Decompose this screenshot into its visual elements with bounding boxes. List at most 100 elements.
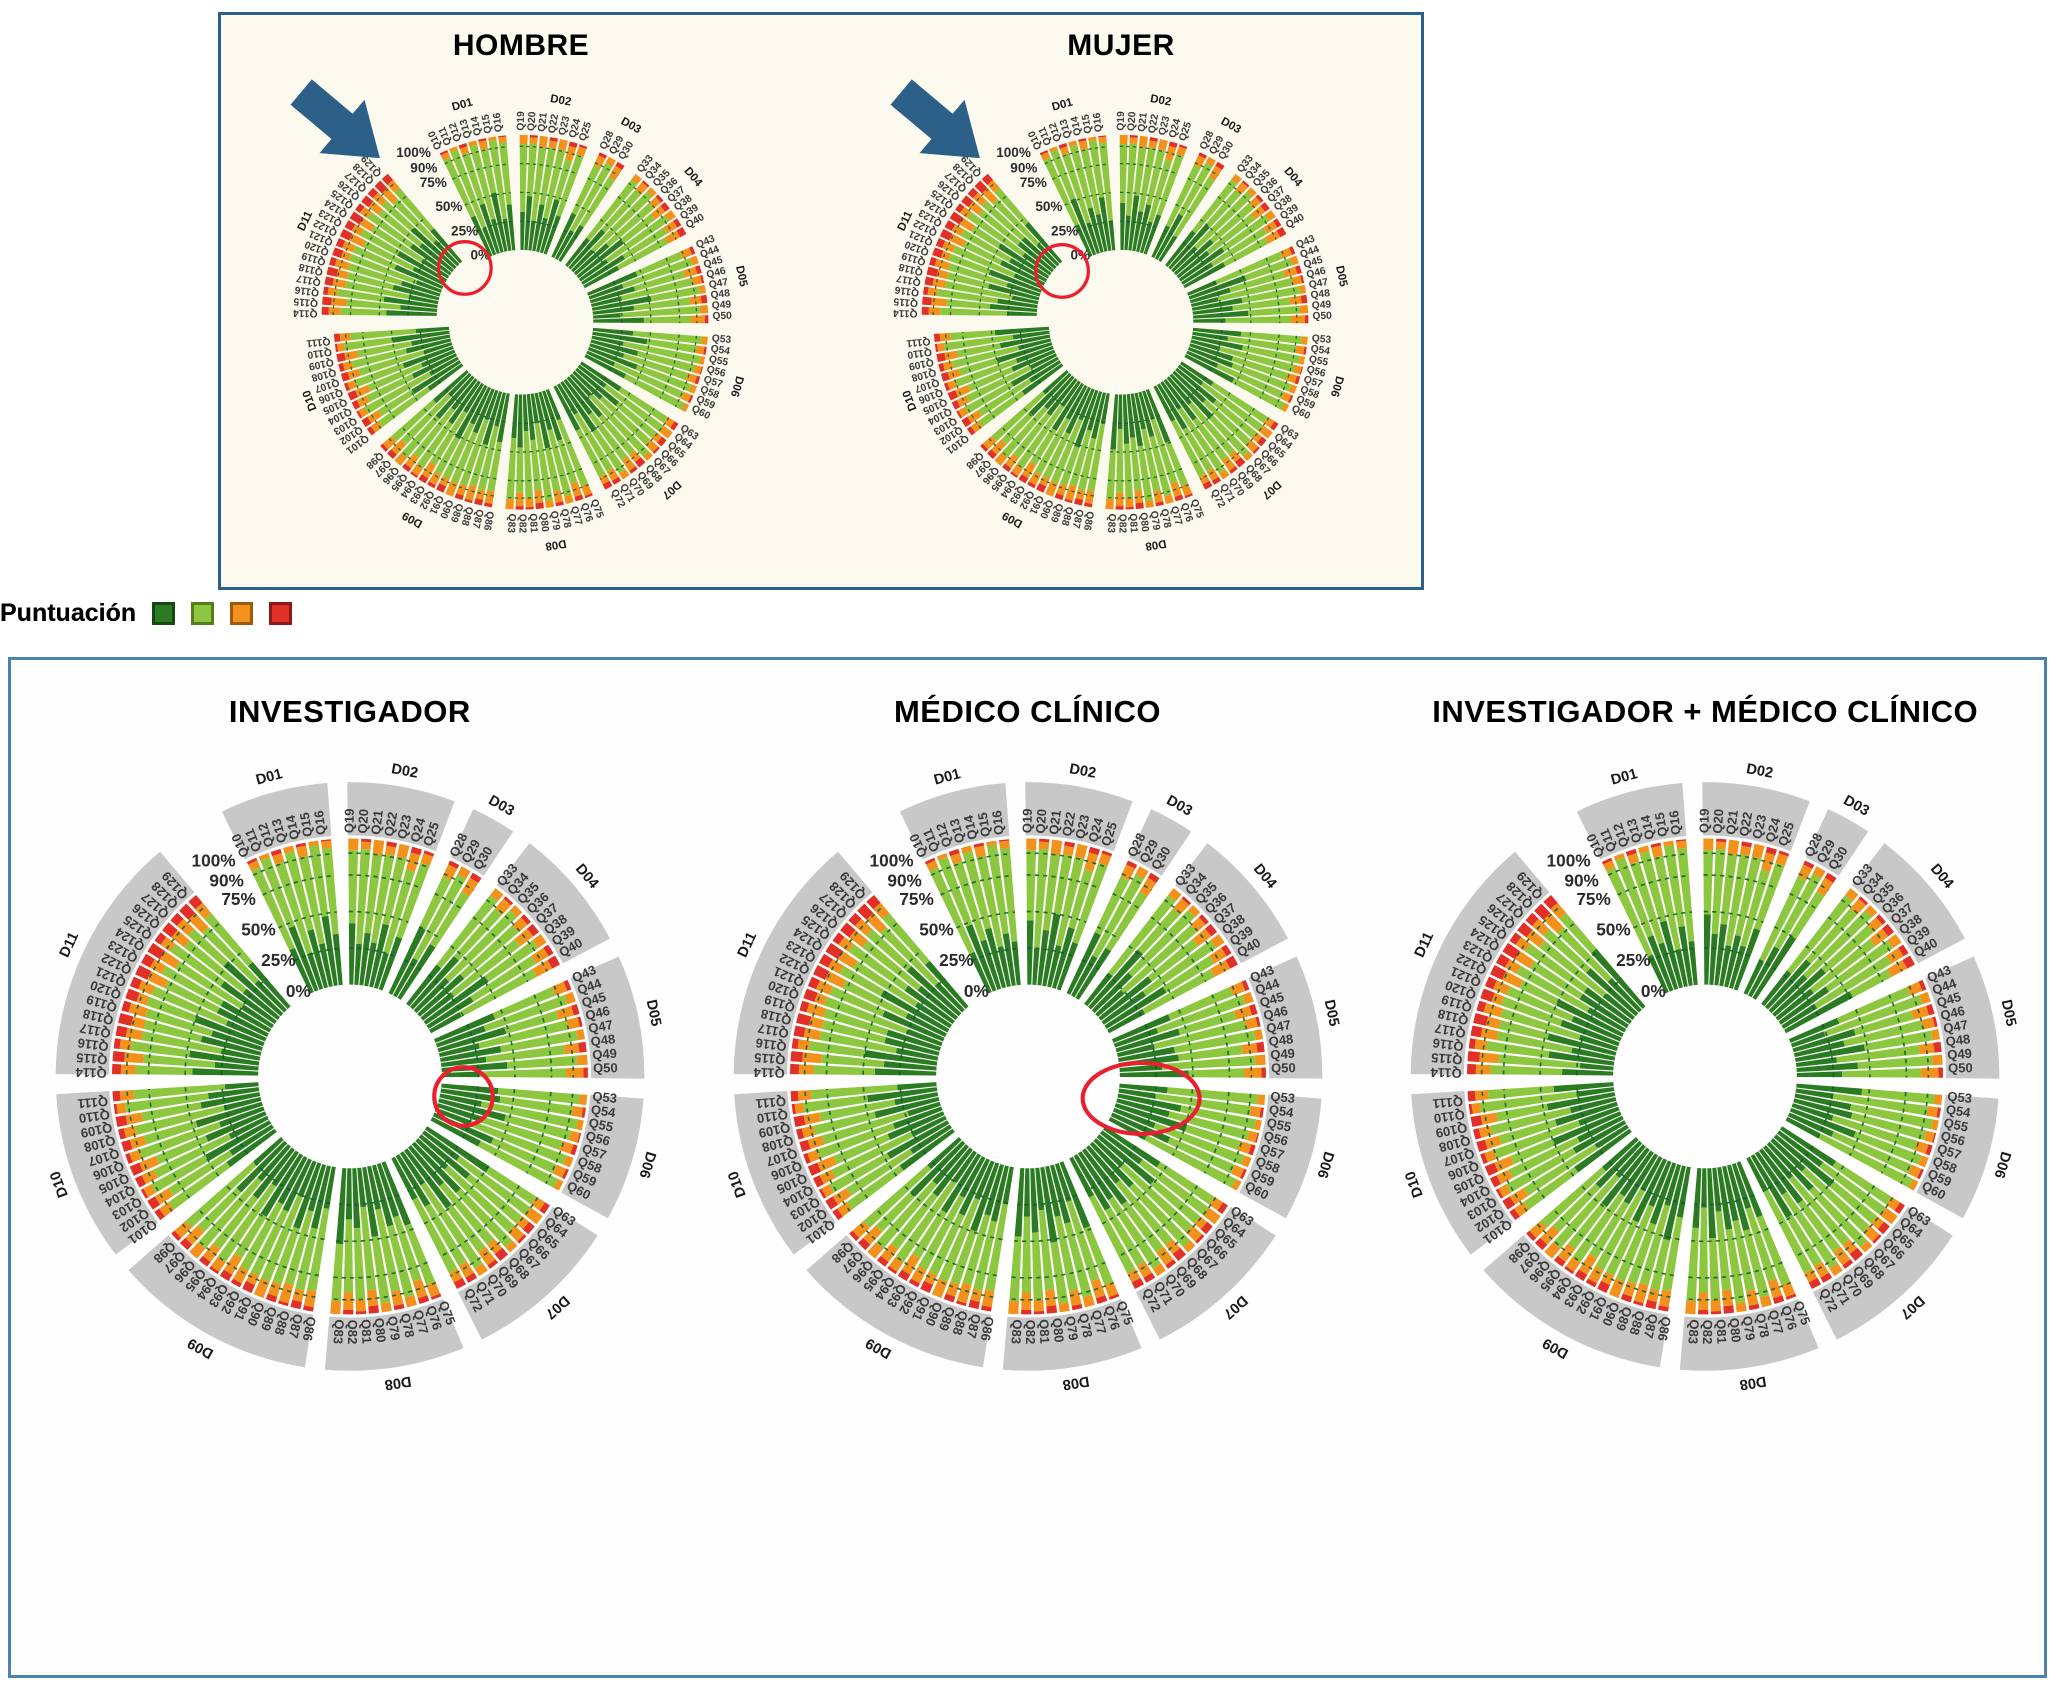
question-label: Q22 <box>1736 811 1755 838</box>
domain-sector-D10: Q101Q102Q103Q104Q105Q106Q107Q108Q109Q110… <box>725 1082 955 1255</box>
question-label: Q111 <box>1432 1094 1464 1112</box>
domain-label: D07 <box>1219 1292 1250 1322</box>
chart-title-investigador-medico: INVESTIGADOR + MÉDICO CLÍNICO <box>1432 694 1979 729</box>
scale-tick-label: 90% <box>887 870 921 890</box>
question-label: Q88 <box>271 1309 292 1337</box>
question-label: Q77 <box>1088 1308 1109 1336</box>
scale-tick-label: 100% <box>396 145 431 160</box>
highlight-circle <box>436 240 493 296</box>
question-label: Q54 <box>1310 344 1331 358</box>
question-label: Q88 <box>949 1309 970 1337</box>
question-label: Q21 <box>368 809 386 835</box>
question-label: Q79 <box>1148 510 1162 531</box>
scale-tick-label: 75% <box>420 175 447 190</box>
question-label: Q12 <box>932 821 954 849</box>
radial-chart-hombre: Q10 Q11 Q12 Q13 Q14 Q15 Q16 D01 Q19 Q20 Q21 Q22 Q23 Q… <box>258 63 784 577</box>
question-label: Q48 <box>1267 1031 1293 1049</box>
scale-tick-label: 0% <box>963 981 988 1001</box>
domain-label: D08 <box>383 1373 412 1393</box>
scale-tick-label: 50% <box>1596 919 1630 939</box>
question-label: Q49 <box>711 299 731 311</box>
radial-chart-svg: Q10Q11Q12Q13Q14Q15Q16D01Q19Q20Q21Q22Q23Q… <box>725 761 1341 1393</box>
question-label: Q23 <box>1157 115 1172 137</box>
domain-label: D10 <box>725 1169 749 1200</box>
radial-chart-mujer: Q10 Q11 Q12 Q13 Q14 Q15 Q16 D01 Q19 Q20 Q21 Q22 Q23 Q… <box>858 63 1384 577</box>
legend-swatch-low <box>230 602 254 625</box>
question-label: Q47 <box>1308 277 1329 291</box>
question-label: Q116 <box>754 1035 787 1054</box>
question-label: Q86 <box>1655 1315 1674 1342</box>
question-label: Q13 <box>1058 118 1074 140</box>
domain-label: D05 <box>643 998 664 1028</box>
question-label: Q87 <box>1641 1312 1661 1339</box>
question-label: Q76 <box>423 1304 445 1332</box>
question-label: Q117 <box>756 1021 789 1042</box>
question-label: Q13 <box>946 817 967 845</box>
domain-label: D02 <box>390 761 419 781</box>
chart-title-mujer: MUJER <box>1067 29 1175 62</box>
scale-tick-label: 90% <box>1565 870 1599 890</box>
domain-label: D01 <box>932 766 962 788</box>
score-legend-right: Puntuación <box>0 599 293 628</box>
question-label: Q116 <box>894 284 920 298</box>
domain-label: D05 <box>733 265 749 289</box>
panel-sex-comparison: HOMBRE Q10 Q11 Q12 Q13 Q14 Q15 Q16 D01 Q19 Q20 Q21… <box>218 12 1424 590</box>
question-label: Q24 <box>407 815 429 844</box>
question-label: Q22 <box>1147 113 1161 134</box>
question-label: Q15 <box>480 113 494 134</box>
blue-arrow-icon <box>290 79 380 159</box>
question-label: Q114 <box>74 1065 106 1081</box>
domain-label: D11 <box>57 930 83 960</box>
question-label: Q115 <box>1431 1050 1463 1068</box>
question-label: Q19 <box>1019 808 1034 833</box>
question-label: Q116 <box>76 1035 109 1054</box>
question-label: Q53 <box>711 333 732 346</box>
domain-label: D11 <box>1412 930 1438 960</box>
question-label: Q20 <box>1710 808 1727 834</box>
question-label: Q16 <box>311 810 328 836</box>
domain-label: D03 <box>619 116 643 137</box>
question-label: Q82 <box>1022 1320 1037 1345</box>
question-label: Q53 <box>1269 1089 1295 1106</box>
chart-column-medico-clinico: MÉDICO CLÍNICO Q10 Q11 Q12 Q13 Q14 Q15 Q16 D01 Q… <box>689 660 1367 1675</box>
question-label: Q111 <box>77 1094 109 1112</box>
question-label: Q87 <box>963 1312 983 1339</box>
radial-chart-medico-clinico: Q10 Q11 Q12 Q13 Q14 Q15 Q16 D01 Q19 Q20 Q21 Q22 Q23 Q… <box>694 730 1362 1400</box>
question-label: Q13 <box>458 118 474 140</box>
question-label: Q23 <box>394 813 414 840</box>
question-label: Q114 <box>1430 1065 1462 1081</box>
domain-label: D06 <box>728 375 746 399</box>
question-label: Q110 <box>906 346 932 360</box>
question-label: Q50 <box>1270 1060 1295 1075</box>
domain-label: D01 <box>1609 766 1639 788</box>
chart-column-investigador-medico: INVESTIGADOR + MÉDICO CLÍNICO Q10 Q11 Q12 Q… <box>1366 660 2044 1675</box>
question-label: Q82 <box>1700 1320 1715 1345</box>
question-label: Q14 <box>282 813 302 841</box>
question-label: Q80 <box>1049 1317 1066 1343</box>
question-label: Q46 <box>1261 1003 1288 1023</box>
blue-arrow-icon <box>890 79 980 159</box>
question-label: Q80 <box>1727 1317 1744 1343</box>
question-label: Q57 <box>580 1141 608 1163</box>
scale-tick-label: 25% <box>451 223 478 238</box>
question-label: Q83 <box>330 1319 346 1345</box>
question-label: Q50 <box>1312 311 1332 322</box>
question-label: Q54 <box>1267 1102 1294 1121</box>
question-label: Q82 <box>1116 514 1127 534</box>
question-label: Q77 <box>568 505 584 527</box>
question-label: Q20 <box>355 808 372 834</box>
question-label: Q88 <box>459 505 475 527</box>
question-label: Q47 <box>708 277 729 291</box>
question-label: Q49 <box>592 1046 618 1063</box>
domain-sector-D11: Q114Q115Q116Q117Q118Q119Q120Q121Q122Q123… <box>55 851 291 1081</box>
scale-tick-label: 90% <box>1010 161 1037 176</box>
